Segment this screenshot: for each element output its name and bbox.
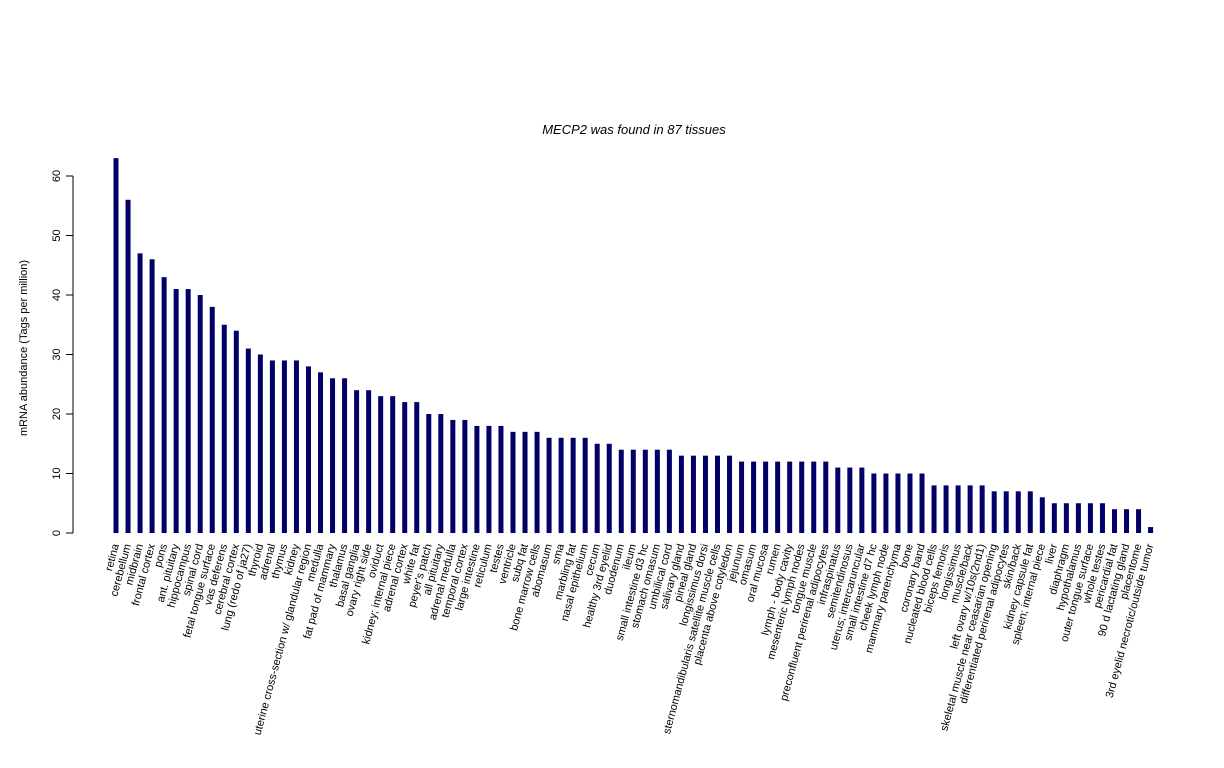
bar <box>558 437 564 533</box>
bar <box>161 277 167 533</box>
bar <box>799 461 805 533</box>
bar <box>522 431 528 533</box>
bar <box>570 437 576 533</box>
bar <box>775 461 781 533</box>
bar <box>125 199 131 534</box>
bar <box>113 158 119 533</box>
bar <box>366 390 372 533</box>
bar <box>823 461 829 533</box>
bar <box>955 485 961 533</box>
bar <box>678 455 684 533</box>
bar <box>462 419 468 533</box>
bar <box>690 455 696 533</box>
bar <box>498 425 504 533</box>
bar <box>871 473 877 533</box>
bar <box>269 360 275 533</box>
y-axis-label: mRNA abundance (Tags per million) <box>18 260 30 436</box>
bar <box>787 461 793 533</box>
bar <box>979 485 985 533</box>
y-tick-label: 0 <box>51 530 63 536</box>
bar <box>305 366 311 533</box>
bar <box>835 467 841 533</box>
bar <box>534 431 540 533</box>
bar <box>943 485 949 533</box>
bar <box>967 485 973 533</box>
bar <box>450 419 456 533</box>
bar <box>257 354 263 533</box>
bar <box>715 455 720 533</box>
bar <box>402 402 408 533</box>
bar <box>390 396 396 533</box>
bar <box>426 414 432 533</box>
bar <box>883 473 889 533</box>
bar <box>931 485 937 533</box>
bar <box>1136 509 1142 533</box>
bar <box>378 396 384 533</box>
bar <box>185 289 191 533</box>
bar <box>630 449 636 533</box>
bar <box>221 324 227 533</box>
bar <box>342 378 348 533</box>
bar <box>654 449 660 533</box>
bar <box>486 425 492 533</box>
bar <box>907 473 913 533</box>
bar <box>919 473 925 533</box>
bar <box>895 473 901 533</box>
bar <box>739 461 745 533</box>
bar <box>1051 503 1057 533</box>
bar <box>1075 503 1081 533</box>
bar <box>1003 491 1009 533</box>
bar <box>438 414 444 533</box>
bar <box>1099 503 1105 533</box>
bar <box>702 455 708 533</box>
bar <box>245 348 251 533</box>
bar <box>197 295 203 533</box>
bar <box>1063 503 1069 533</box>
bar <box>594 443 600 533</box>
bar <box>618 449 624 533</box>
x-tick-label: sma <box>550 542 567 566</box>
bar <box>642 449 648 533</box>
bar <box>1015 491 1021 533</box>
bar <box>137 253 143 533</box>
bar <box>811 461 817 533</box>
y-tick-label: 60 <box>51 170 63 182</box>
bar <box>474 425 480 533</box>
bar <box>751 461 757 533</box>
bar <box>330 378 336 533</box>
bar <box>847 467 853 533</box>
bar <box>546 437 552 533</box>
bar <box>859 467 865 533</box>
y-tick-label: 40 <box>51 289 63 301</box>
x-tick-label: liver <box>1043 542 1060 565</box>
bar <box>1111 509 1117 533</box>
bar <box>666 449 672 533</box>
bar <box>1148 527 1154 533</box>
bar <box>991 491 997 533</box>
bar <box>354 390 360 533</box>
bar <box>173 289 179 533</box>
bar <box>1027 491 1033 533</box>
y-tick-label: 10 <box>51 467 63 479</box>
bar <box>510 431 516 533</box>
chart-title: MECP2 was found in 87 tissues <box>542 122 726 137</box>
bar <box>209 306 215 533</box>
y-tick-label: 50 <box>51 229 63 241</box>
y-tick-label: 20 <box>51 408 63 420</box>
bar <box>1087 503 1093 533</box>
bar <box>1124 509 1130 533</box>
bar <box>763 461 769 533</box>
bar <box>318 372 324 533</box>
bar <box>293 360 299 533</box>
bar <box>233 330 239 533</box>
bar <box>727 455 733 533</box>
bar <box>281 360 287 533</box>
bar <box>582 437 588 533</box>
bar <box>149 259 155 533</box>
y-tick-label: 30 <box>51 348 63 360</box>
bar <box>606 443 612 533</box>
bar <box>1039 497 1045 533</box>
bar <box>414 402 420 533</box>
